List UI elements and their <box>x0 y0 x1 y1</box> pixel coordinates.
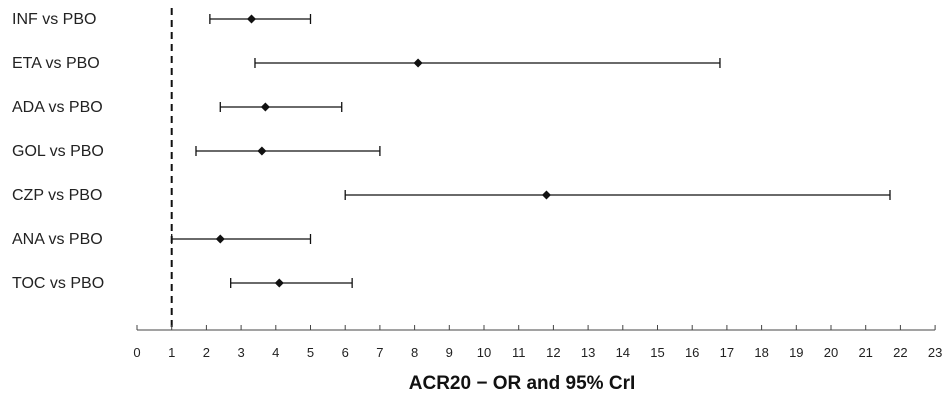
x-tick-label: 2 <box>203 345 210 360</box>
x-tick-label: 3 <box>237 345 244 360</box>
row-label: TOC vs PBO <box>12 275 104 292</box>
row-label: INF vs PBO <box>12 11 96 28</box>
row-label: ANA vs PBO <box>12 231 103 248</box>
point-estimate <box>260 102 270 112</box>
x-tick-label: 20 <box>824 345 838 360</box>
x-tick-label: 9 <box>446 345 453 360</box>
x-tick-label: 8 <box>411 345 418 360</box>
interval-row <box>254 58 721 68</box>
x-tick-label: 15 <box>650 345 664 360</box>
row-label: CZP vs PBO <box>12 187 102 204</box>
row-label: ETA vs PBO <box>12 55 100 72</box>
interval-row <box>219 102 343 112</box>
x-tick-label: 18 <box>754 345 768 360</box>
x-tick-label: 13 <box>581 345 595 360</box>
x-tick-label: 5 <box>307 345 314 360</box>
interval-row <box>171 234 312 244</box>
interval-row <box>344 190 891 200</box>
x-tick-label: 22 <box>893 345 907 360</box>
point-estimate <box>215 234 225 244</box>
x-tick-label: 6 <box>342 345 349 360</box>
point-estimate <box>247 14 257 24</box>
row-label: GOL vs PBO <box>12 143 104 160</box>
x-tick-label: 16 <box>685 345 699 360</box>
interval-layer <box>171 14 891 288</box>
x-axis-title: ACR20 − OR and 95% CrI <box>409 373 636 394</box>
x-tick-label: 23 <box>928 345 942 360</box>
row-labels: INF vs PBO ETA vs PBO ADA vs PBO GOL vs PBO… <box>12 11 104 292</box>
x-tick-label: 12 <box>546 345 560 360</box>
x-tick-label: 0 <box>133 345 140 360</box>
x-tick-label: 17 <box>720 345 734 360</box>
interval-row <box>230 278 353 288</box>
row-label: ADA vs PBO <box>12 99 103 116</box>
x-tick-label: 19 <box>789 345 803 360</box>
x-axis: 0 1 2 3 4 5 6 7 8 9 10 11 12 13 14 15 16 17 18 19 20 21 22 23 <box>133 325 942 360</box>
x-tick-label: 14 <box>616 345 630 360</box>
x-tick-label: 10 <box>477 345 491 360</box>
x-tick-label: 21 <box>858 345 872 360</box>
x-tick-label: 11 <box>512 345 526 360</box>
point-estimate <box>413 58 423 68</box>
point-estimate <box>541 190 551 200</box>
x-tick-label: 4 <box>272 345 279 360</box>
x-tick-label: 7 <box>376 345 383 360</box>
x-tick-label: 1 <box>168 345 175 360</box>
point-estimate <box>274 278 284 288</box>
interval-row <box>209 14 312 24</box>
point-estimate <box>257 146 267 156</box>
interval-row <box>195 146 381 156</box>
